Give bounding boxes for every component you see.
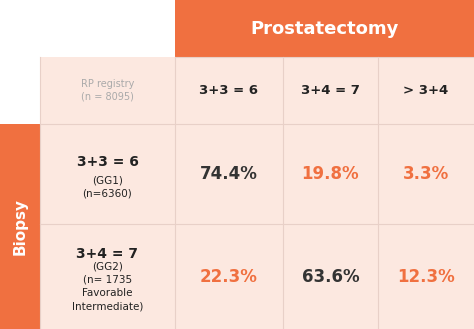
Text: Prostatectomy: Prostatectomy xyxy=(250,19,399,38)
FancyBboxPatch shape xyxy=(40,224,175,329)
Text: 22.3%: 22.3% xyxy=(200,267,258,286)
Text: 3+4 = 7: 3+4 = 7 xyxy=(301,84,360,97)
Text: (GG1)
(n=6360): (GG1) (n=6360) xyxy=(82,175,132,199)
Text: 3+3 = 6: 3+3 = 6 xyxy=(77,155,138,169)
Text: 3+3 = 6: 3+3 = 6 xyxy=(200,84,258,97)
Text: > 3+4: > 3+4 xyxy=(403,84,448,97)
FancyBboxPatch shape xyxy=(175,224,283,329)
Text: 19.8%: 19.8% xyxy=(301,165,359,183)
FancyBboxPatch shape xyxy=(40,124,175,224)
FancyBboxPatch shape xyxy=(175,124,283,224)
Text: 3+4 = 7: 3+4 = 7 xyxy=(76,247,138,262)
FancyBboxPatch shape xyxy=(40,57,474,124)
FancyBboxPatch shape xyxy=(0,124,40,329)
Text: 12.3%: 12.3% xyxy=(397,267,455,286)
Text: Biopsy: Biopsy xyxy=(12,198,27,255)
Text: 63.6%: 63.6% xyxy=(301,267,359,286)
Text: (GG2)
(n= 1735
Favorable
Intermediate): (GG2) (n= 1735 Favorable Intermediate) xyxy=(72,262,143,311)
FancyBboxPatch shape xyxy=(283,224,378,329)
FancyBboxPatch shape xyxy=(378,124,474,224)
Text: RP registry
(n = 8095): RP registry (n = 8095) xyxy=(81,79,134,102)
FancyBboxPatch shape xyxy=(175,0,474,57)
Text: 3.3%: 3.3% xyxy=(403,165,449,183)
FancyBboxPatch shape xyxy=(378,224,474,329)
Text: 74.4%: 74.4% xyxy=(200,165,258,183)
FancyBboxPatch shape xyxy=(283,124,378,224)
